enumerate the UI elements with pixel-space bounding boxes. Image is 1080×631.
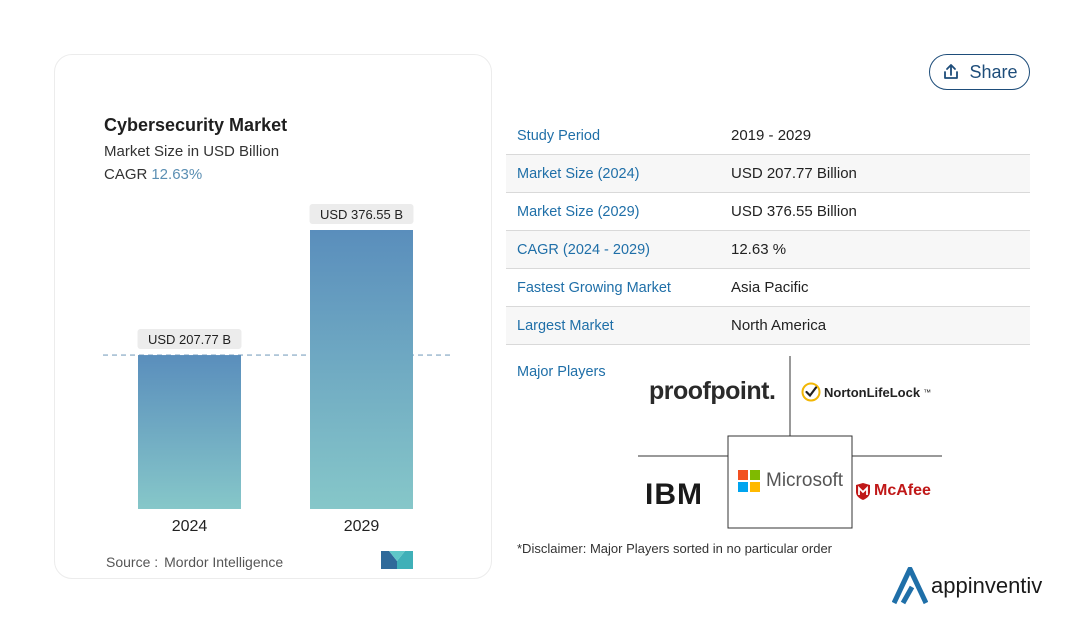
ibm-logo: IBM xyxy=(645,478,703,511)
table-value: USD 376.55 Billion xyxy=(731,203,857,220)
bar-2024 xyxy=(138,355,241,509)
table-key: CAGR (2024 - 2029) xyxy=(517,241,650,258)
source-value: Mordor Intelligence xyxy=(164,554,284,570)
cagr-value: 12.63% xyxy=(151,166,203,183)
cagr-line: CAGR 12.63% xyxy=(104,166,202,183)
proofpoint-logo: proofpoint. xyxy=(649,377,776,405)
appinventiv-logo-icon xyxy=(892,567,928,605)
x-tick-label: 2029 xyxy=(344,518,380,535)
table-row: CAGR (2024 - 2029) 12.63 % xyxy=(506,231,1030,269)
players-grid-lines xyxy=(638,356,942,529)
table-value: 12.63 % xyxy=(731,241,787,258)
cagr-label: CAGR xyxy=(104,166,148,183)
source-line: Source : Mordor Intelligence xyxy=(106,554,283,570)
share-upload-icon xyxy=(944,64,959,79)
x-tick-label: 2024 xyxy=(172,518,208,535)
data-label: USD 376.55 B xyxy=(320,207,403,222)
mcafee-shield-icon xyxy=(856,482,870,500)
disclaimer-text: *Disclaimer: Major Players sorted in no … xyxy=(517,541,833,556)
bar-chart: USD 207.77 B 2024 USD 376.55 B 2029 xyxy=(103,204,451,535)
data-label-bg xyxy=(137,329,242,350)
microsoft-windows-icon xyxy=(738,470,760,492)
nortonlifelock-logo: NortonLifeLock ™ xyxy=(801,382,931,402)
share-button[interactable]: Share xyxy=(929,54,1030,90)
table-value: Asia Pacific xyxy=(731,279,809,296)
mcafee-text: McAfee xyxy=(874,482,931,499)
table-row: Market Size (2024) USD 207.77 Billion xyxy=(506,155,1030,193)
brand-name: appinventiv xyxy=(931,573,1043,598)
share-label: Share xyxy=(969,61,1018,82)
data-label: USD 207.77 B xyxy=(148,332,231,347)
bar-2029 xyxy=(310,230,413,509)
microsoft-logo: Microsoft xyxy=(738,470,843,492)
norton-text: NortonLifeLock xyxy=(824,384,921,400)
norton-check-icon xyxy=(801,382,821,402)
chart-subtitle: Market Size in USD Billion xyxy=(104,143,280,160)
table-key: Largest Market xyxy=(517,317,614,334)
norton-tm: ™ xyxy=(923,387,932,397)
market-info-table: Study Period 2019 - 2029 Market Size (2024… xyxy=(506,117,1030,345)
table-key: Fastest Growing Market xyxy=(517,279,671,296)
mordor-logo-icon xyxy=(381,551,413,569)
microsoft-text: Microsoft xyxy=(766,470,844,491)
mcafee-logo: McAfee xyxy=(855,482,931,500)
table-value: USD 207.77 Billion xyxy=(731,165,857,182)
data-label-bg xyxy=(309,204,414,224)
table-row: Market Size (2029) USD 376.55 Billion xyxy=(506,193,1030,231)
table-row: Largest Market North America xyxy=(506,307,1030,345)
chart-card: Cybersecurity Market Market Size in USD … xyxy=(54,54,492,579)
table-value: North America xyxy=(731,317,827,334)
major-players-label: Major Players xyxy=(517,364,606,380)
source-label: Source : xyxy=(106,554,159,570)
appinventiv-brand: appinventiv xyxy=(892,567,1042,605)
table-row: Study Period 2019 - 2029 xyxy=(506,117,1030,155)
table-row: Fastest Growing Market Asia Pacific xyxy=(506,269,1030,307)
table-value: 2019 - 2029 xyxy=(731,127,812,144)
table-key: Market Size (2029) xyxy=(517,203,640,220)
table-key: Market Size (2024) xyxy=(517,165,640,182)
chart-title: Cybersecurity Market xyxy=(104,115,288,135)
table-key: Study Period xyxy=(517,127,601,144)
